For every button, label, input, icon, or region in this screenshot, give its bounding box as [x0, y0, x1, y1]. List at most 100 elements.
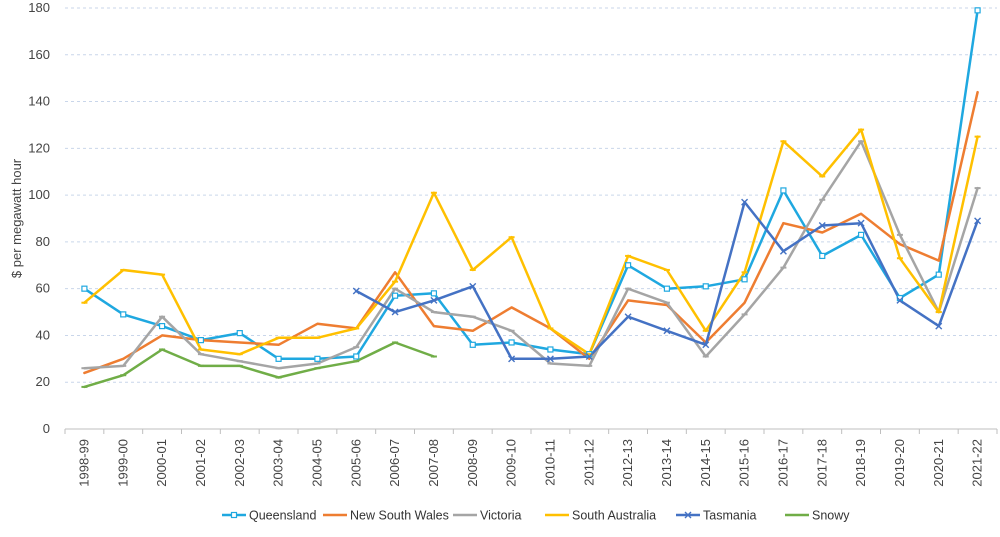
data-point-marker — [741, 276, 748, 283]
x-tick-label: 2001-02 — [193, 439, 208, 487]
legend-item-victoria: Victoria — [453, 509, 522, 523]
data-point-marker — [508, 339, 515, 346]
data-point-marker — [585, 352, 593, 360]
series-line-new-south-wales — [83, 90, 979, 375]
x-tick-label: 2008-09 — [465, 439, 480, 487]
legend-label: New South Wales — [350, 509, 449, 523]
y-tick-label: 40 — [36, 327, 50, 342]
data-point-marker — [818, 222, 826, 230]
y-axis-title: $ per megawatt hour — [9, 158, 24, 278]
data-point-marker — [780, 187, 787, 194]
data-point-marker — [624, 262, 632, 269]
x-tick-label: 2018-19 — [853, 439, 868, 487]
data-point-marker — [935, 271, 942, 278]
data-point-marker — [469, 341, 476, 348]
gridlines — [65, 7, 997, 383]
data-point-marker — [547, 346, 554, 353]
y-tick-label: 140 — [28, 94, 50, 109]
data-point-marker — [275, 355, 282, 362]
data-point-marker — [158, 322, 166, 330]
x-tick-label: 2006-07 — [387, 439, 402, 487]
y-tick-label: 120 — [28, 140, 50, 155]
data-point-marker — [352, 287, 360, 295]
data-point-marker — [935, 322, 943, 330]
legend-item-south-australia: South Australia — [545, 509, 656, 523]
x-tick-label: 1998-99 — [76, 439, 91, 487]
legend-label: Queensland — [249, 509, 316, 523]
data-point-marker — [81, 285, 88, 292]
x-tick-label: 2017-18 — [814, 439, 829, 487]
x-tick-label: 2020-21 — [931, 439, 946, 487]
y-tick-label: 20 — [36, 374, 50, 389]
data-point-marker — [430, 290, 438, 297]
y-axis-ticks: 0 20 40 60 80 100 120 140 160 180 — [28, 0, 50, 436]
series-line-snowy — [83, 341, 436, 389]
y-tick-label: 60 — [36, 281, 50, 296]
x-tick-label: 2015-16 — [737, 439, 752, 487]
data-point-marker — [857, 219, 865, 227]
data-point-marker — [741, 198, 749, 206]
data-point-marker — [663, 327, 671, 335]
y-tick-label: 80 — [36, 234, 50, 249]
x-tick-label: 2007-08 — [426, 439, 441, 487]
data-point-marker — [974, 217, 982, 225]
data-point-marker — [819, 252, 826, 260]
data-point-marker — [624, 313, 632, 321]
legend-label: Victoria — [480, 509, 522, 523]
data-point-marker — [353, 353, 360, 360]
legend-label: South Australia — [572, 509, 656, 523]
legend: Queensland New South Wales Victoria South A… — [222, 509, 850, 523]
data-point-marker — [896, 296, 904, 304]
x-tick-label: 1999-00 — [115, 439, 130, 487]
series-lines — [83, 9, 979, 389]
data-point-marker — [684, 511, 692, 519]
x-axis-ticks: 1998-99 1999-00 2000-01 2001-02 2002-03 2003-… — [76, 439, 984, 487]
x-tick-label: 2000-01 — [154, 439, 169, 487]
data-point-marker — [197, 337, 205, 344]
y-tick-label: 100 — [28, 187, 50, 202]
data-point-marker — [508, 355, 516, 363]
data-point-marker — [546, 355, 554, 363]
x-tick-label: 2002-03 — [232, 439, 247, 487]
data-point-marker — [779, 247, 787, 255]
y-tick-label: 180 — [28, 0, 50, 15]
x-tick-label: 2005-06 — [348, 439, 363, 487]
x-tick-label: 2019-20 — [892, 439, 907, 487]
data-point-marker — [430, 296, 438, 304]
series-line-south-australia — [83, 128, 979, 356]
data-point-marker — [974, 7, 981, 14]
series-line-queensland — [83, 9, 979, 361]
x-tick-label: 2010-11 — [542, 439, 557, 486]
data-point-marker — [230, 511, 238, 519]
data-point-marker — [391, 292, 399, 299]
x-axis — [64, 428, 998, 434]
data-point-marker — [391, 308, 399, 316]
x-tick-label: 2009-10 — [504, 439, 519, 487]
legend-label: Tasmania — [703, 509, 757, 523]
x-tick-label: 2013-14 — [659, 439, 674, 487]
x-tick-label: 2021-22 — [970, 439, 985, 487]
y-tick-label: 160 — [28, 47, 50, 62]
x-tick-label: 2016-17 — [775, 439, 790, 487]
x-tick-label: 2011-12 — [581, 439, 596, 486]
legend-item-new-south-wales: New South Wales — [323, 509, 449, 523]
data-point-marker — [702, 341, 710, 349]
data-point-marker — [236, 330, 243, 337]
x-tick-label: 2014-15 — [698, 439, 713, 487]
x-tick-label: 2003-04 — [271, 439, 286, 487]
data-point-marker — [120, 311, 127, 318]
x-tick-label: 2004-05 — [309, 439, 324, 487]
legend-item-tasmania: Tasmania — [676, 509, 757, 523]
data-point-marker — [314, 355, 321, 362]
data-point-marker — [702, 283, 709, 290]
legend-item-queensland: Queensland — [222, 509, 316, 523]
x-tick-label: 2012-13 — [620, 439, 635, 487]
series-line-victoria — [83, 140, 979, 370]
data-point-marker — [663, 285, 671, 292]
legend-item-snowy: Snowy — [785, 509, 850, 523]
legend-label: Snowy — [812, 509, 850, 523]
data-point-marker — [469, 282, 477, 290]
series-markers — [81, 7, 982, 388]
y-tick-label: 0 — [43, 421, 50, 436]
